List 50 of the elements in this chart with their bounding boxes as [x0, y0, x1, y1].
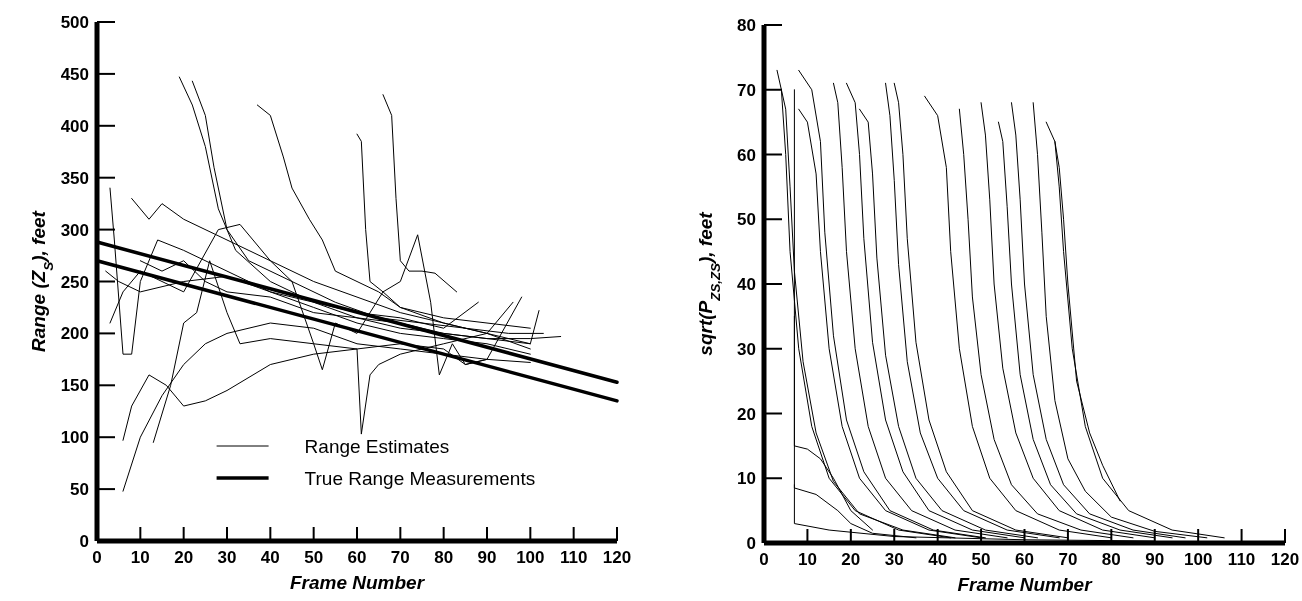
x-tick-label: 90 [477, 548, 497, 567]
y-tick-label: 200 [60, 324, 89, 344]
x-tick-label: 60 [347, 548, 367, 567]
y-tick-label: 500 [60, 13, 89, 32]
y-tick-label: 10 [737, 469, 756, 489]
y-tick-label: 250 [60, 272, 89, 292]
x-tick-label: 20 [174, 548, 194, 567]
legend-label: True Range Measurements [304, 468, 536, 489]
x-tick-label: 70 [1058, 550, 1078, 569]
x-tick-label: 20 [841, 550, 861, 569]
legend-label: Range Estimates [304, 436, 450, 457]
y-tick-label: 450 [60, 64, 89, 84]
y-tick-label: 100 [60, 428, 89, 448]
x-tick-label: 120 [602, 548, 632, 567]
y-tick-label: 0 [79, 532, 89, 551]
x-axis-title: Frame Number [957, 574, 1094, 595]
x-tick-label: 100 [516, 548, 545, 567]
y-tick-label: 30 [737, 339, 756, 359]
x-tick-label: 80 [1101, 550, 1121, 569]
x-axis-title: Frame Number [289, 572, 426, 593]
x-tick-label: 110 [1227, 550, 1256, 569]
x-tick-label: 0 [92, 548, 102, 567]
y-tick-label: 40 [737, 275, 756, 294]
x-tick-label: 60 [1015, 550, 1034, 569]
x-tick-label: 100 [1183, 550, 1213, 569]
x-tick-label: 10 [797, 550, 817, 569]
x-tick-label: 50 [304, 548, 324, 567]
y-tick-label: 300 [60, 220, 89, 240]
x-tick-label: 0 [759, 550, 769, 569]
y-tick-label: 50 [70, 480, 89, 500]
x-tick-label: 50 [971, 550, 991, 569]
x-tick-label: 80 [434, 548, 454, 567]
y-tick-label: 400 [60, 116, 89, 136]
x-tick-label: 40 [260, 548, 280, 567]
y-tick-label: 0 [746, 534, 756, 553]
y-tick-label: 50 [737, 210, 756, 230]
x-tick-label: 70 [390, 548, 410, 567]
y-tick-label: 60 [737, 145, 756, 165]
x-tick-label: 40 [928, 550, 948, 569]
y-tick-label: 350 [60, 168, 89, 188]
y-tick-label: 80 [737, 16, 756, 35]
y-tick-label: 20 [737, 404, 756, 424]
x-tick-label: 90 [1145, 550, 1165, 569]
x-tick-label: 30 [884, 550, 904, 569]
x-tick-label: 110 [559, 548, 588, 567]
x-tick-label: 120 [1270, 550, 1300, 569]
x-tick-label: 30 [217, 548, 237, 567]
y-tick-label: 150 [60, 376, 89, 396]
x-tick-label: 10 [130, 548, 150, 567]
y-tick-label: 70 [737, 80, 756, 100]
